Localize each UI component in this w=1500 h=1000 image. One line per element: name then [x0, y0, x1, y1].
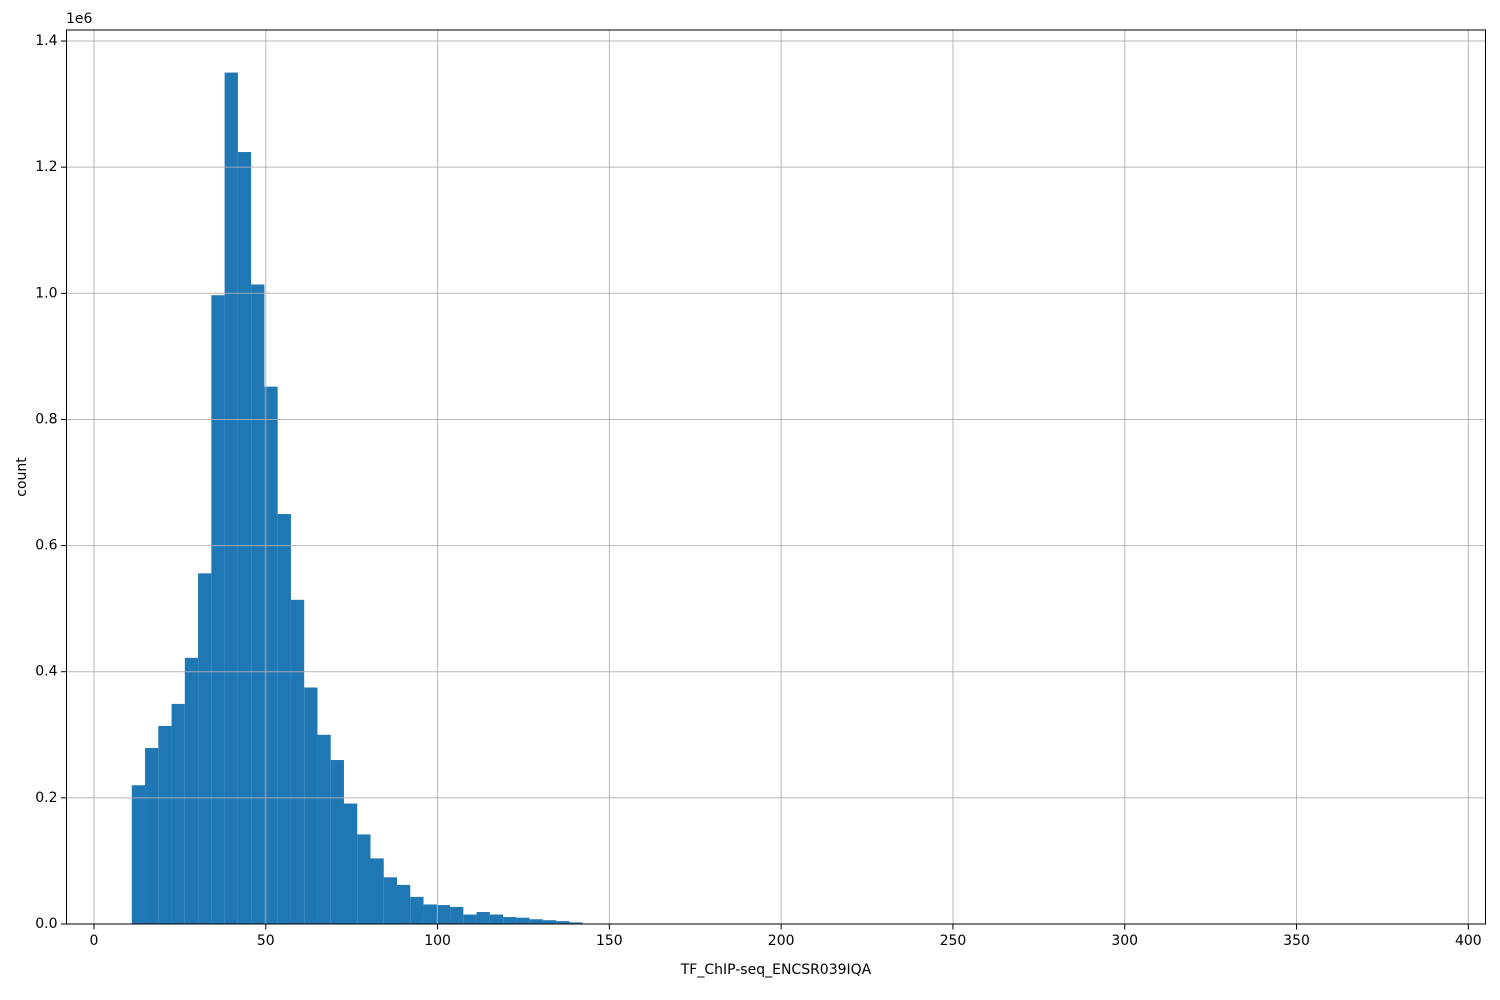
histogram-bar	[317, 734, 331, 924]
histogram-bar	[224, 72, 238, 925]
histogram-bar	[436, 905, 451, 924]
histogram-bar	[516, 917, 530, 924]
histogram-bar	[423, 904, 437, 924]
histogram-bar	[529, 919, 543, 924]
y-tick-label: 0.8	[35, 411, 57, 427]
histogram-bar	[131, 785, 146, 924]
x-tick-label: 50	[257, 933, 275, 949]
histogram-bar	[171, 703, 185, 924]
y-tick-label: 1.2	[35, 159, 57, 175]
histogram-bar	[397, 884, 411, 924]
histogram-bar	[556, 921, 570, 924]
x-tick-label: 0	[90, 933, 99, 949]
y-tick-label: 0.0	[35, 916, 57, 932]
y-tick-label: 1.4	[35, 33, 57, 49]
y-tick-label: 0.2	[35, 790, 57, 806]
histogram-bar	[330, 760, 344, 924]
histogram-bar	[264, 386, 278, 925]
histogram-bar	[290, 599, 305, 924]
histogram-bar	[476, 912, 490, 924]
histogram-bar	[251, 284, 265, 924]
histogram-bar	[343, 803, 358, 924]
histogram-bar	[503, 917, 517, 924]
histogram-bar	[542, 920, 557, 924]
histogram-bar	[277, 514, 291, 924]
y-tick-label: 0.6	[35, 538, 57, 554]
histogram-bar	[463, 914, 477, 924]
histogram-bar	[489, 914, 504, 924]
y-tick-label: 0.4	[35, 664, 57, 680]
x-tick-label: 150	[596, 933, 623, 949]
y-tick-label: 1.0	[35, 285, 57, 301]
histogram-bar	[145, 748, 159, 924]
histogram-bar	[304, 687, 318, 924]
histogram-bar	[357, 834, 371, 924]
histogram-bar	[410, 896, 424, 924]
x-tick-label: 100	[424, 933, 451, 949]
y-axis-offset-label: 1e6	[66, 11, 93, 27]
plot-area-border	[66, 29, 1486, 925]
x-tick-label: 400	[1455, 933, 1482, 949]
x-axis-label: TF_ChIP-seq_ENCSR039IQA	[680, 962, 872, 978]
x-tick-label: 350	[1283, 933, 1310, 949]
x-tick-label: 250	[940, 933, 967, 949]
x-tick-label: 200	[768, 933, 795, 949]
histogram-bar	[383, 877, 398, 924]
histogram-bar	[184, 657, 199, 924]
histogram-bar	[569, 922, 583, 924]
histogram-bar	[370, 858, 384, 924]
histogram-bar	[158, 725, 172, 924]
histogram-bar	[237, 152, 252, 925]
x-tick-label: 300	[1111, 933, 1138, 949]
histogram-bar	[450, 906, 464, 924]
histogram-bar	[198, 573, 212, 924]
y-axis-label: count	[14, 457, 30, 497]
histogram-bar	[211, 295, 225, 924]
